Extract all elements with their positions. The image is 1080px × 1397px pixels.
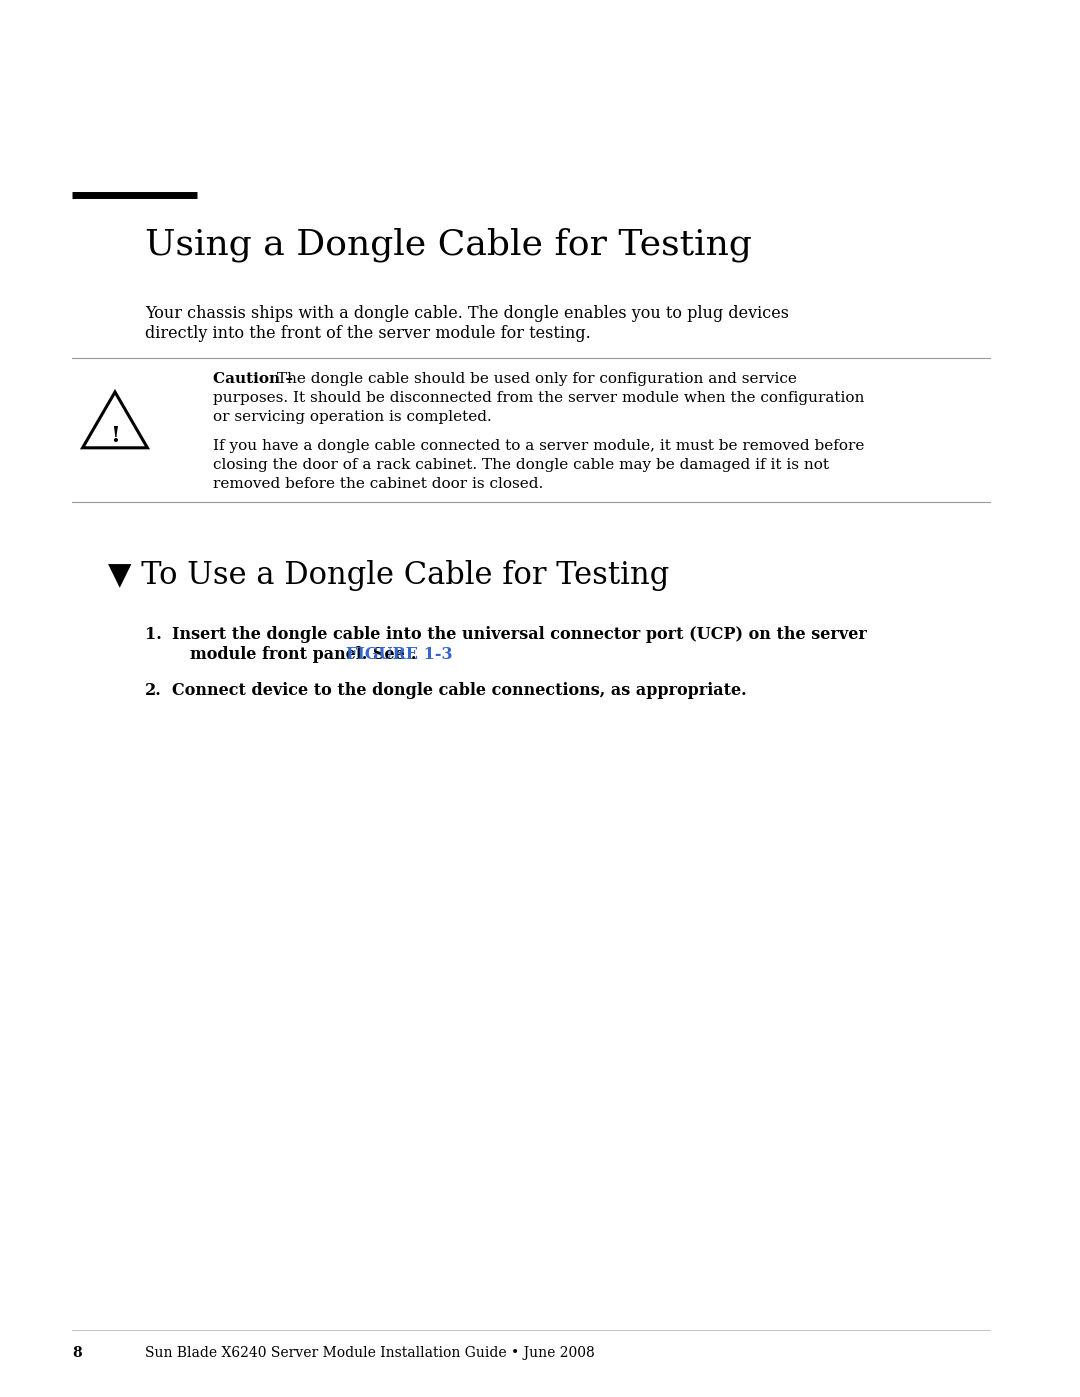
Text: ▼ To Use a Dongle Cable for Testing: ▼ To Use a Dongle Cable for Testing [108, 560, 670, 591]
Text: Insert the dongle cable into the universal connector port (UCP) on the server: Insert the dongle cable into the univers… [172, 626, 867, 643]
Text: or servicing operation is completed.: or servicing operation is completed. [213, 409, 491, 425]
Text: removed before the cabinet door is closed.: removed before the cabinet door is close… [213, 476, 543, 490]
Text: The dongle cable should be used only for configuration and service: The dongle cable should be used only for… [271, 372, 796, 386]
Text: 8: 8 [72, 1345, 82, 1361]
Text: directly into the front of the server module for testing.: directly into the front of the server mo… [145, 326, 591, 342]
Text: Your chassis ships with a dongle cable. The dongle enables you to plug devices: Your chassis ships with a dongle cable. … [145, 305, 789, 321]
Text: Caution –: Caution – [213, 372, 293, 386]
Text: 2.: 2. [145, 682, 162, 698]
Text: If you have a dongle cable connected to a server module, it must be removed befo: If you have a dongle cable connected to … [213, 439, 864, 453]
Text: Using a Dongle Cable for Testing: Using a Dongle Cable for Testing [145, 228, 752, 263]
Text: 1.: 1. [145, 626, 162, 643]
Text: .: . [411, 645, 417, 664]
Text: !: ! [110, 425, 120, 447]
Text: closing the door of a rack cabinet. The dongle cable may be damaged if it is not: closing the door of a rack cabinet. The … [213, 458, 829, 472]
Text: Connect device to the dongle cable connections, as appropriate.: Connect device to the dongle cable conne… [172, 682, 746, 698]
Text: purposes. It should be disconnected from the server module when the configuratio: purposes. It should be disconnected from… [213, 391, 864, 405]
Text: Sun Blade X6240 Server Module Installation Guide • June 2008: Sun Blade X6240 Server Module Installati… [145, 1345, 595, 1361]
Text: module front panel. See: module front panel. See [190, 645, 410, 664]
Text: FIGURE 1-3: FIGURE 1-3 [346, 645, 453, 664]
